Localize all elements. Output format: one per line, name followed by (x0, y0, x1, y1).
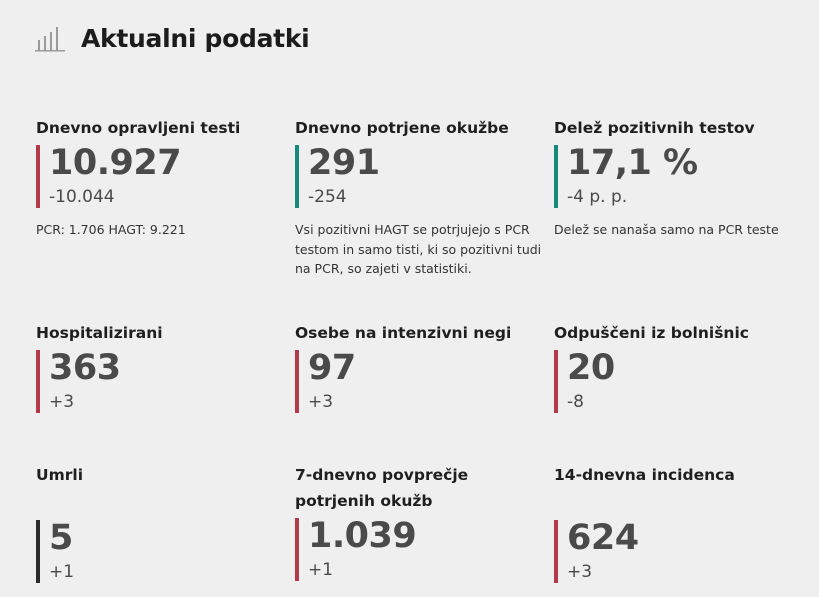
bar-chart-icon (35, 26, 65, 52)
stat-card-7day-average: 7-dnevno povprečje potrjenih okužb 1.039… (295, 462, 545, 582)
stat-card-14day-incidence: 14-dnevna incidenca 624 +3 (554, 462, 804, 584)
stat-value: 5 (49, 518, 73, 558)
stat-card-positive-share: Delež pozitivnih testov 17,1 % -4 p. p. … (554, 115, 804, 240)
stat-delta: +3 (49, 392, 75, 412)
accent-bar (554, 520, 558, 583)
stat-value: 10.927 (49, 143, 182, 183)
stat-label: Hospitalizirani (36, 324, 163, 342)
stat-label: 7-dnevno povprečje potrjenih okužb (295, 466, 469, 510)
stat-value: 291 (308, 143, 380, 183)
stat-card-deaths: Umrli 5 +1 (36, 462, 286, 584)
stat-value: 1.039 (308, 516, 417, 556)
accent-bar (295, 518, 299, 581)
stat-delta: -4 p. p. (567, 187, 628, 207)
stat-label: Delež pozitivnih testov (554, 119, 755, 137)
stat-value: 624 (567, 518, 639, 558)
stat-card-confirmed: Dnevno potrjene okužbe 291 -254 Vsi pozi… (295, 115, 545, 279)
stat-delta: -254 (308, 187, 347, 207)
stat-label: Odpuščeni iz bolnišnic (554, 324, 749, 342)
stat-card-hospitalized: Hospitalizirani 363 +3 (36, 320, 286, 414)
stat-value: 97 (308, 348, 356, 388)
stat-value: 363 (49, 348, 121, 388)
stat-note: PCR: 1.706 HAGT: 9.221 (36, 222, 186, 237)
accent-bar (295, 350, 299, 413)
stat-label: 14-dnevna incidenca (554, 466, 735, 484)
stat-label: Umrli (36, 466, 84, 484)
stat-delta: -10.044 (49, 187, 115, 207)
accent-bar (554, 350, 558, 413)
stat-value: 20 (567, 348, 615, 388)
stat-delta: +3 (308, 392, 334, 412)
stat-delta: +1 (49, 562, 75, 582)
stat-label: Osebe na intenzivni negi (295, 324, 512, 342)
stat-card-tests: Dnevno opravljeni testi 10.927 -10.044 P… (36, 115, 286, 240)
header: Aktualni podatki (35, 24, 310, 53)
stat-card-discharged: Odpuščeni iz bolnišnic 20 -8 (554, 320, 804, 414)
stat-card-icu: Osebe na intenzivni negi 97 +3 (295, 320, 545, 414)
stat-label: Dnevno opravljeni testi (36, 119, 241, 137)
stat-delta: +1 (308, 560, 334, 580)
stat-delta: +3 (567, 562, 593, 582)
stat-value: 17,1 % (567, 143, 698, 183)
accent-bar (36, 520, 40, 583)
accent-bar (36, 350, 40, 413)
accent-bar (36, 145, 40, 208)
stat-note: Vsi pozitivni HAGT se potrjujejo s PCR t… (295, 222, 542, 276)
stat-delta: -8 (567, 392, 584, 412)
page-title: Aktualni podatki (81, 24, 310, 53)
accent-bar (295, 145, 299, 208)
accent-bar (554, 145, 558, 208)
stat-note: Delež se nanaša samo na PCR teste (554, 222, 779, 237)
stat-label: Dnevno potrjene okužbe (295, 119, 509, 137)
